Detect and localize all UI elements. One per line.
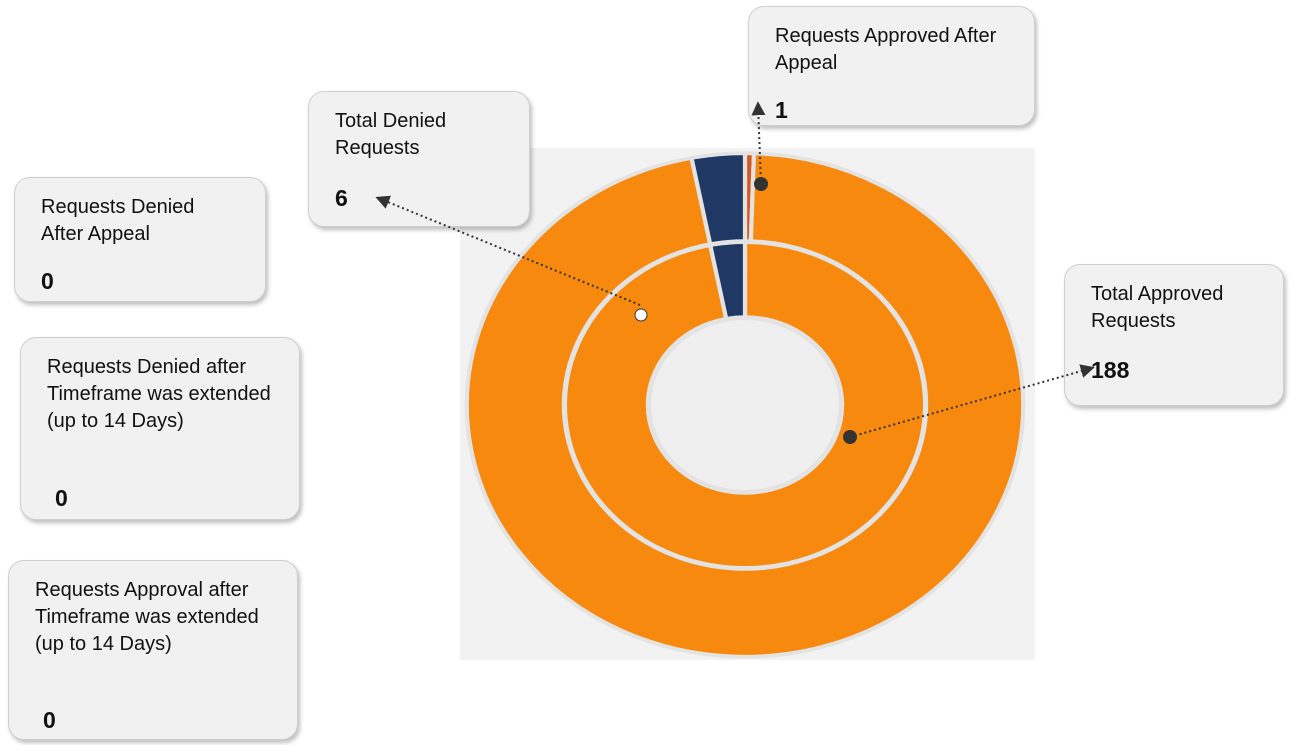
callout: Total Approved Requests 188 — [1064, 264, 1284, 406]
callout: Requests Denied after Timeframe was exte… — [20, 337, 300, 520]
callout-label: Requests Denied After Appeal — [41, 196, 195, 245]
callout: Total Denied Requests 6 — [308, 91, 530, 227]
callout-value: 0 — [41, 268, 54, 294]
donut-hole — [645, 315, 845, 495]
callout-value: 0 — [55, 485, 68, 511]
callout-label: Total Denied Requests — [335, 110, 447, 159]
callout-label: Requests Approved After Appeal — [775, 25, 997, 74]
callout-value: 188 — [1091, 357, 1130, 383]
callout: Requests Approved After Appeal 1 — [748, 6, 1035, 126]
callout-value: 1 — [775, 97, 788, 123]
callout: Requests Denied After Appeal 0 — [14, 177, 266, 302]
callout-value: 0 — [43, 707, 56, 733]
callout-label: Total Approved Requests — [1091, 283, 1224, 332]
callout-label: Requests Denied after Timeframe was exte… — [47, 356, 271, 432]
callout-value: 6 — [335, 185, 348, 211]
donut — [464, 151, 1026, 659]
callout: Requests Approval after Timeframe was ex… — [8, 560, 298, 740]
callout-label: Requests Approval after Timeframe was ex… — [35, 579, 259, 655]
